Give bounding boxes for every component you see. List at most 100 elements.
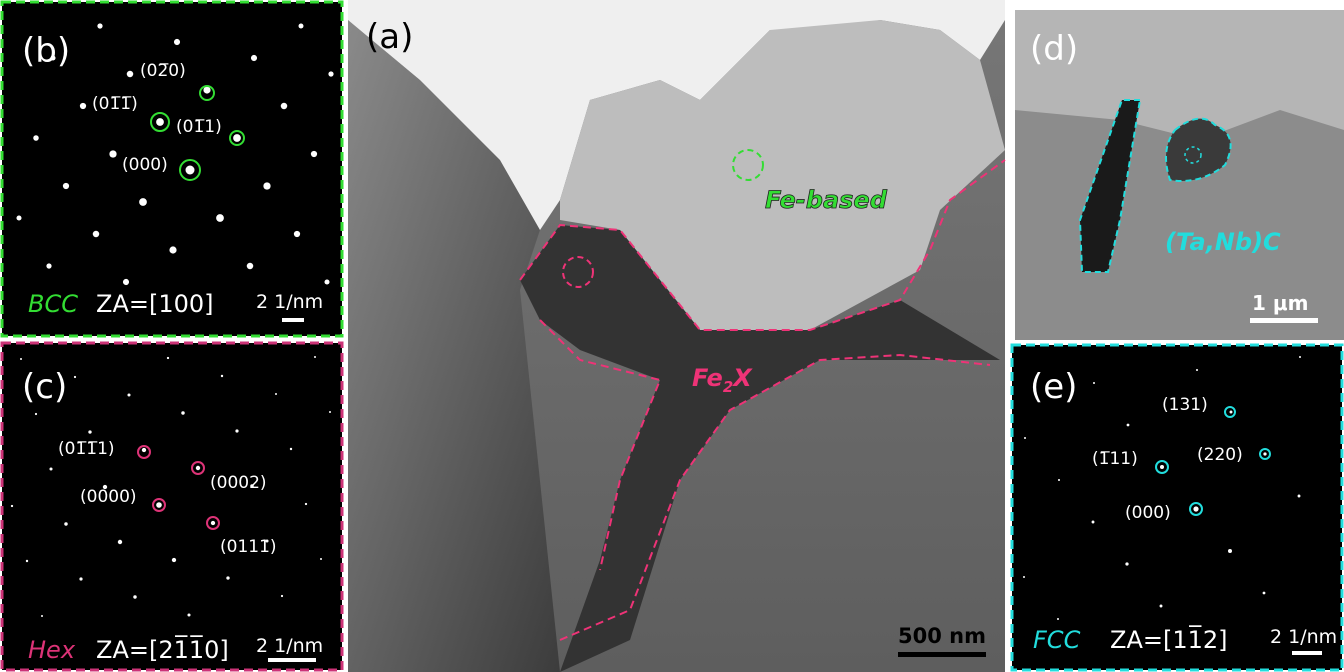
spot-index: (131) bbox=[1162, 395, 1208, 415]
diffraction-spot bbox=[281, 103, 287, 109]
spot-index: (01̅1̅) bbox=[92, 94, 138, 114]
spot-index: (01̅1̅1) bbox=[58, 439, 115, 459]
diffraction-spot bbox=[324, 279, 329, 284]
diffraction-spot bbox=[174, 39, 180, 45]
diffraction-spot bbox=[281, 595, 283, 597]
diffraction-spot bbox=[221, 375, 223, 377]
diffraction-spot bbox=[1127, 424, 1130, 427]
scale-bar bbox=[1292, 651, 1322, 655]
diffraction-spot bbox=[139, 198, 147, 206]
spot-index: (02̅0) bbox=[140, 61, 186, 81]
diffraction-spot bbox=[299, 24, 304, 29]
scale-label: 2 1/nm bbox=[256, 291, 323, 313]
diffraction-spot bbox=[33, 135, 39, 141]
diffraction-spot bbox=[1125, 562, 1128, 565]
phase-base: Fe bbox=[692, 364, 723, 392]
diffraction-spot bbox=[1263, 452, 1266, 455]
diffraction-spot bbox=[156, 502, 162, 508]
diffraction-spot bbox=[329, 411, 331, 413]
structure: BCC bbox=[28, 290, 78, 318]
phase-label: Fe-based bbox=[765, 186, 888, 214]
diffraction-spot bbox=[123, 279, 129, 285]
diffraction-spot bbox=[156, 118, 164, 126]
diffraction-spot bbox=[1058, 479, 1060, 481]
scale-bar bbox=[268, 658, 316, 662]
diffraction-spot bbox=[46, 263, 51, 268]
diffraction-spot bbox=[1228, 549, 1232, 553]
diffraction-spot bbox=[1057, 618, 1059, 620]
diffraction-spot bbox=[167, 357, 169, 359]
diffraction-spot bbox=[251, 55, 257, 61]
diffraction-spot bbox=[169, 246, 176, 253]
zone-axis: ZA=[11̅2] bbox=[1110, 625, 1228, 654]
diffraction-spot bbox=[74, 376, 76, 378]
diffraction-spot bbox=[97, 23, 102, 28]
diffraction-spot bbox=[11, 505, 13, 507]
scale-label: 2 1/nm bbox=[1270, 626, 1337, 648]
diffraction-spot bbox=[1160, 605, 1163, 608]
diffraction-spot bbox=[26, 560, 28, 562]
zone-axis: ZA=[21̅1̅0] bbox=[96, 635, 229, 664]
panel-label: (b) bbox=[22, 31, 70, 71]
diffraction-spot bbox=[127, 71, 133, 77]
diffraction-spot bbox=[233, 134, 241, 142]
phase-label: Fe2X bbox=[692, 364, 753, 396]
diffraction-spot bbox=[64, 522, 67, 525]
diffraction-spot bbox=[20, 358, 22, 360]
diffraction-spot bbox=[320, 558, 322, 560]
diffraction-spot bbox=[1092, 521, 1095, 524]
diffraction-spot bbox=[1160, 465, 1164, 469]
diffraction-spot bbox=[1230, 411, 1233, 414]
spot-index: (1̅11) bbox=[1092, 449, 1138, 469]
diffraction-spot bbox=[1024, 437, 1026, 439]
spot-index: (000) bbox=[122, 155, 168, 175]
panel-c: (c) (01̅1̅1) (0002) (0000) (0111) Hex ZA… bbox=[2, 343, 342, 670]
diffraction-spot bbox=[181, 411, 184, 414]
panel-a: (a) Fe-based Fe2X 500 nm bbox=[348, 0, 1005, 672]
phase-label: (Ta,Nb)C bbox=[1165, 228, 1281, 256]
diffraction-spot bbox=[1093, 382, 1095, 384]
diffraction-spot bbox=[79, 577, 82, 580]
diffraction-spot bbox=[172, 558, 176, 562]
diffraction-spot bbox=[235, 429, 238, 432]
scale-label: 2 1/nm bbox=[256, 635, 323, 657]
diffraction-spot bbox=[1263, 592, 1266, 595]
structure: Hex bbox=[28, 636, 76, 664]
diffraction-spot bbox=[1196, 369, 1198, 371]
diffraction-spot bbox=[216, 214, 224, 222]
diffraction-spot bbox=[41, 615, 43, 617]
diffraction-spot bbox=[118, 540, 122, 544]
diffraction-spot bbox=[16, 215, 21, 220]
diffraction-spot bbox=[226, 576, 229, 579]
spot-index: (01̅1) bbox=[176, 117, 222, 137]
diffraction-spot bbox=[93, 231, 99, 237]
diffraction-spot bbox=[63, 183, 69, 189]
diffraction-spot bbox=[196, 466, 200, 470]
panel-b: (b) (02̅0) (01̅1̅) (01̅1) (000) BCC ZA=[… bbox=[2, 2, 342, 336]
panel-e: (e) (131) (1̅11) (220) (000) FCC ZA=[11̅… bbox=[1012, 345, 1342, 670]
diffraction-spot bbox=[1023, 576, 1025, 578]
spot-index: (0111) bbox=[220, 537, 277, 557]
spot-index: (0002) bbox=[210, 473, 267, 493]
diffraction-spot bbox=[1193, 506, 1198, 511]
phase-subscript: 2 bbox=[723, 378, 733, 396]
panel-label: (a) bbox=[366, 17, 413, 57]
panel-label: (d) bbox=[1030, 29, 1078, 69]
scale-bar bbox=[898, 652, 986, 657]
scale-bar bbox=[282, 318, 304, 322]
diffraction-spot bbox=[275, 393, 277, 395]
diffraction-spot bbox=[187, 613, 190, 616]
diffraction-spot bbox=[311, 151, 317, 157]
structure: FCC bbox=[1033, 626, 1081, 654]
diffraction-spot bbox=[1299, 356, 1301, 358]
diffraction-spot bbox=[127, 393, 130, 396]
diffraction-spot bbox=[294, 231, 300, 237]
diffraction-spot bbox=[142, 448, 146, 452]
diffraction-spot bbox=[1298, 495, 1301, 498]
diffraction-spot bbox=[247, 263, 253, 269]
diffraction-spot bbox=[305, 503, 307, 505]
diffraction-spot bbox=[186, 166, 195, 175]
diffraction-spot bbox=[290, 448, 292, 450]
diffraction-spot bbox=[211, 521, 215, 525]
diffraction-spot bbox=[328, 71, 333, 76]
